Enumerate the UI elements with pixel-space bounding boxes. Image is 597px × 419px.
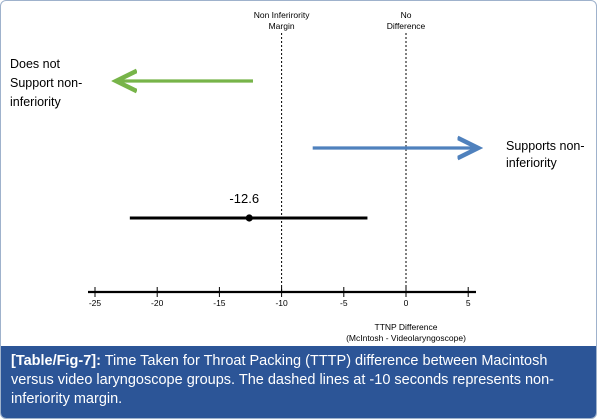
x-axis-title-line-1: (McIntosh - Videolaryngoscope)	[346, 333, 466, 343]
reference-label-0-1: Margin	[269, 21, 295, 31]
x-tick-label-5: 5	[466, 298, 471, 308]
annotation-does-not-support-line-0: Does not	[10, 57, 61, 71]
x-tick-label--15: -15	[213, 298, 226, 308]
figure-caption: [Table/Fig-7]: Time Taken for Throat Pac…	[1, 346, 596, 418]
annotation-supports-line-1: inferiority	[506, 156, 557, 170]
annotation-does-not-support-line-2: inferiority	[10, 95, 61, 109]
x-axis-title-line-0: TTNP Difference	[375, 322, 438, 332]
caption-label: [Table/Fig-7]:	[11, 353, 101, 369]
reference-label-1-0: No	[401, 10, 412, 20]
point-estimate-label: -12.6	[229, 191, 259, 206]
annotation-supports-line-0: Supports non-	[506, 139, 585, 153]
reference-label-0-0: Non Inferirority	[254, 10, 310, 20]
reference-label-1-1: Difference	[387, 21, 426, 31]
point-estimate	[245, 214, 253, 222]
x-tick-label--25: -25	[89, 298, 102, 308]
x-tick-label--20: -20	[151, 298, 164, 308]
x-tick-label-0: 0	[404, 298, 409, 308]
annotation-does-not-support-line-1: Support non-	[10, 76, 82, 90]
x-tick-label--10: -10	[275, 298, 288, 308]
caption-text: Time Taken for Throat Packing (TTTP) dif…	[11, 353, 554, 407]
x-tick-label--5: -5	[340, 298, 348, 308]
